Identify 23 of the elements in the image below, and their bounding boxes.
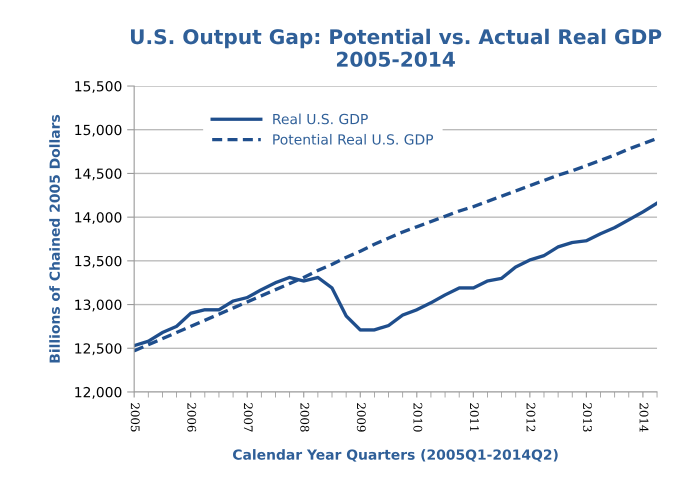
legend-label: Potential Real U.S. GDP	[273, 134, 434, 145]
x-tick-label: 2014	[639, 403, 648, 432]
x-tick-label: 2008	[300, 403, 310, 432]
x-tick-label: 2006	[187, 403, 196, 432]
x-tick-label: 2012	[526, 403, 536, 432]
y-tick-label: 12,000	[75, 386, 122, 399]
x-tick-label: 2013	[582, 403, 592, 432]
y-axis-title: Billions of Chained 2005 Dollars	[49, 114, 60, 362]
legend-label: Real U.S. GDP	[273, 114, 368, 124]
x-tick-label: 2010	[413, 403, 422, 432]
y-tick-label: 13,000	[75, 300, 122, 312]
y-tick-label: 14,000	[75, 212, 122, 224]
y-tick-label: 12,500	[75, 343, 122, 356]
x-tick-label: 2009	[356, 403, 366, 432]
x-tick-label: 2005	[130, 403, 140, 432]
x-tick-label: 2007	[244, 403, 253, 432]
chart-title: U.S. Output Gap: Potential vs. Actual Real GDP 2005-2014	[130, 28, 662, 67]
x-tick-label: 2011	[470, 403, 479, 431]
y-tick-label: 15,000	[75, 124, 122, 137]
x-axis-title: Calendar Year Quarters (2005Q1-2014Q2)	[233, 449, 558, 462]
y-tick-label: 14,500	[75, 168, 122, 180]
y-tick-label: 15,500	[75, 81, 122, 93]
y-tick-label: 13,500	[75, 256, 122, 268]
